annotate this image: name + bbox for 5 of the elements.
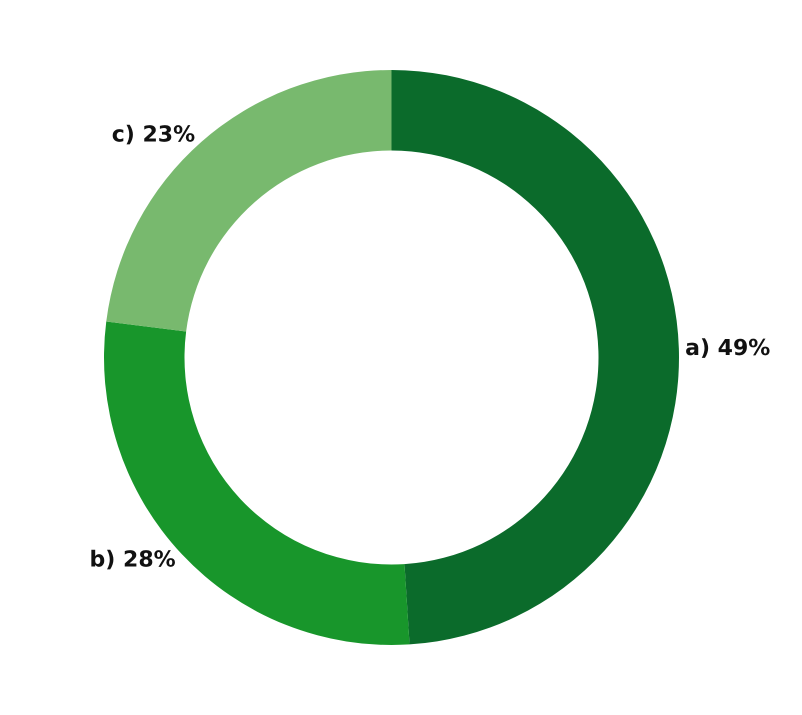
- donut-slice: [106, 70, 392, 332]
- slice-label: a) 49%: [685, 336, 770, 361]
- slice-label: c) 23%: [112, 122, 196, 148]
- slice-label: b) 28%: [90, 548, 176, 573]
- donut-slice: [392, 70, 679, 644]
